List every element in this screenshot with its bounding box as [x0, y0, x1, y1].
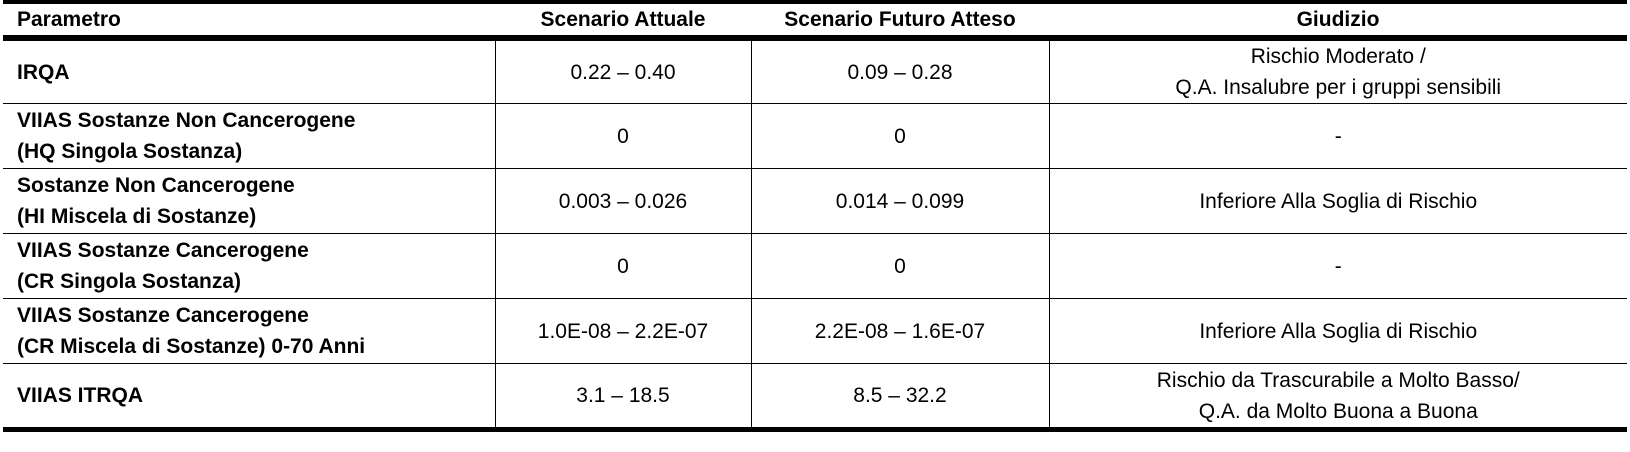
param-line: VIIAS Sostanze Cancerogene — [17, 239, 309, 262]
param-cell: VIIAS Sostanze Cancerogene (CR Miscela d… — [3, 298, 495, 364]
current-cell: 0 — [494, 233, 751, 299]
param-line: VIIAS ITRQA — [17, 384, 144, 407]
judgement-cell: Inferiore Alla Soglia di Rischio — [1048, 168, 1627, 234]
param-line: (CR Singola Sostanza) — [17, 270, 242, 293]
table-row: VIIAS Sostanze Cancerogene (CR Miscela d… — [3, 298, 1627, 364]
current-cell: 1.0E-08 – 2.2E-07 — [494, 298, 751, 364]
future-cell: 0 — [750, 103, 1049, 169]
table-row: Sostanze Non Cancerogene (HI Miscela di … — [3, 168, 1627, 234]
table-row: VIIAS Sostanze Cancerogene (CR Singola S… — [3, 233, 1627, 299]
param-line: (HI Miscela di Sostanze) — [17, 205, 257, 228]
future-cell: 0.014 – 0.099 — [750, 168, 1049, 234]
current-cell: 3.1 – 18.5 — [494, 363, 751, 432]
judgement-line: Inferiore Alla Soglia di Rischio — [1199, 189, 1478, 213]
risk-assessment-table: Parametro Scenario Attuale Scenario Futu… — [3, 0, 1627, 432]
table-container: Parametro Scenario Attuale Scenario Futu… — [3, 0, 1627, 432]
param-cell: VIIAS Sostanze Non Cancerogene (HQ Singo… — [3, 103, 495, 169]
header-judgement: Giudizio — [1049, 0, 1627, 41]
judgement-line: Q.A. Insalubre per i gruppi sensibili — [1175, 76, 1502, 99]
future-cell: 0.09 – 0.28 — [750, 38, 1049, 104]
param-cell: VIIAS Sostanze Cancerogene (CR Singola S… — [3, 233, 495, 299]
judgement-cell: - — [1048, 233, 1627, 299]
param-line: Sostanze Non Cancerogene — [17, 174, 295, 197]
current-cell: 0.003 – 0.026 — [494, 168, 751, 234]
judgement-line: Rischio da Trascurabile a Molto Basso/ — [1156, 368, 1520, 392]
param-line: VIIAS Sostanze Cancerogene — [17, 304, 309, 327]
judgement-line: Inferiore Alla Soglia di Rischio — [1199, 319, 1478, 343]
current-cell: 0 — [494, 103, 751, 169]
judgement-cell: Rischio Moderato / Q.A. Insalubre per i … — [1048, 38, 1627, 104]
header-row: Parametro Scenario Attuale Scenario Futu… — [3, 0, 1627, 41]
header-current-scenario: Scenario Attuale — [495, 0, 751, 41]
param-line: (HQ Singola Sostanza) — [17, 140, 243, 163]
judgement-cell: Inferiore Alla Soglia di Rischio — [1048, 298, 1627, 364]
judgement-line: - — [1334, 254, 1342, 278]
header-future-scenario: Scenario Futuro Atteso — [751, 0, 1049, 41]
future-cell: 0 — [750, 233, 1049, 299]
judgement-cell: - — [1048, 103, 1627, 169]
param-line: VIIAS Sostanze Non Cancerogene — [17, 109, 356, 132]
param-line: IRQA — [17, 60, 70, 84]
param-cell: VIIAS ITRQA — [3, 363, 495, 432]
judgement-line: Rischio Moderato / — [1250, 45, 1426, 68]
header-param: Parametro — [3, 0, 495, 41]
current-cell: 0.22 – 0.40 — [494, 38, 751, 104]
param-cell: IRQA — [3, 38, 495, 104]
param-line: (CR Miscela di Sostanze) 0-70 Anni — [17, 335, 366, 358]
judgement-line: - — [1334, 124, 1342, 148]
table-row: VIIAS Sostanze Non Cancerogene (HQ Singo… — [3, 103, 1627, 169]
table-row: IRQA 0.22 – 0.40 0.09 – 0.28 Rischio Mod… — [3, 38, 1627, 104]
table-row: VIIAS ITRQA 3.1 – 18.5 8.5 – 32.2 Rischi… — [3, 363, 1627, 432]
judgement-line: Q.A. da Molto Buona a Buona — [1198, 399, 1478, 423]
future-cell: 2.2E-08 – 1.6E-07 — [750, 298, 1049, 364]
param-cell: Sostanze Non Cancerogene (HI Miscela di … — [3, 168, 495, 234]
judgement-cell: Rischio da Trascurabile a Molto Basso/ Q… — [1048, 363, 1627, 432]
future-cell: 8.5 – 32.2 — [750, 363, 1049, 432]
